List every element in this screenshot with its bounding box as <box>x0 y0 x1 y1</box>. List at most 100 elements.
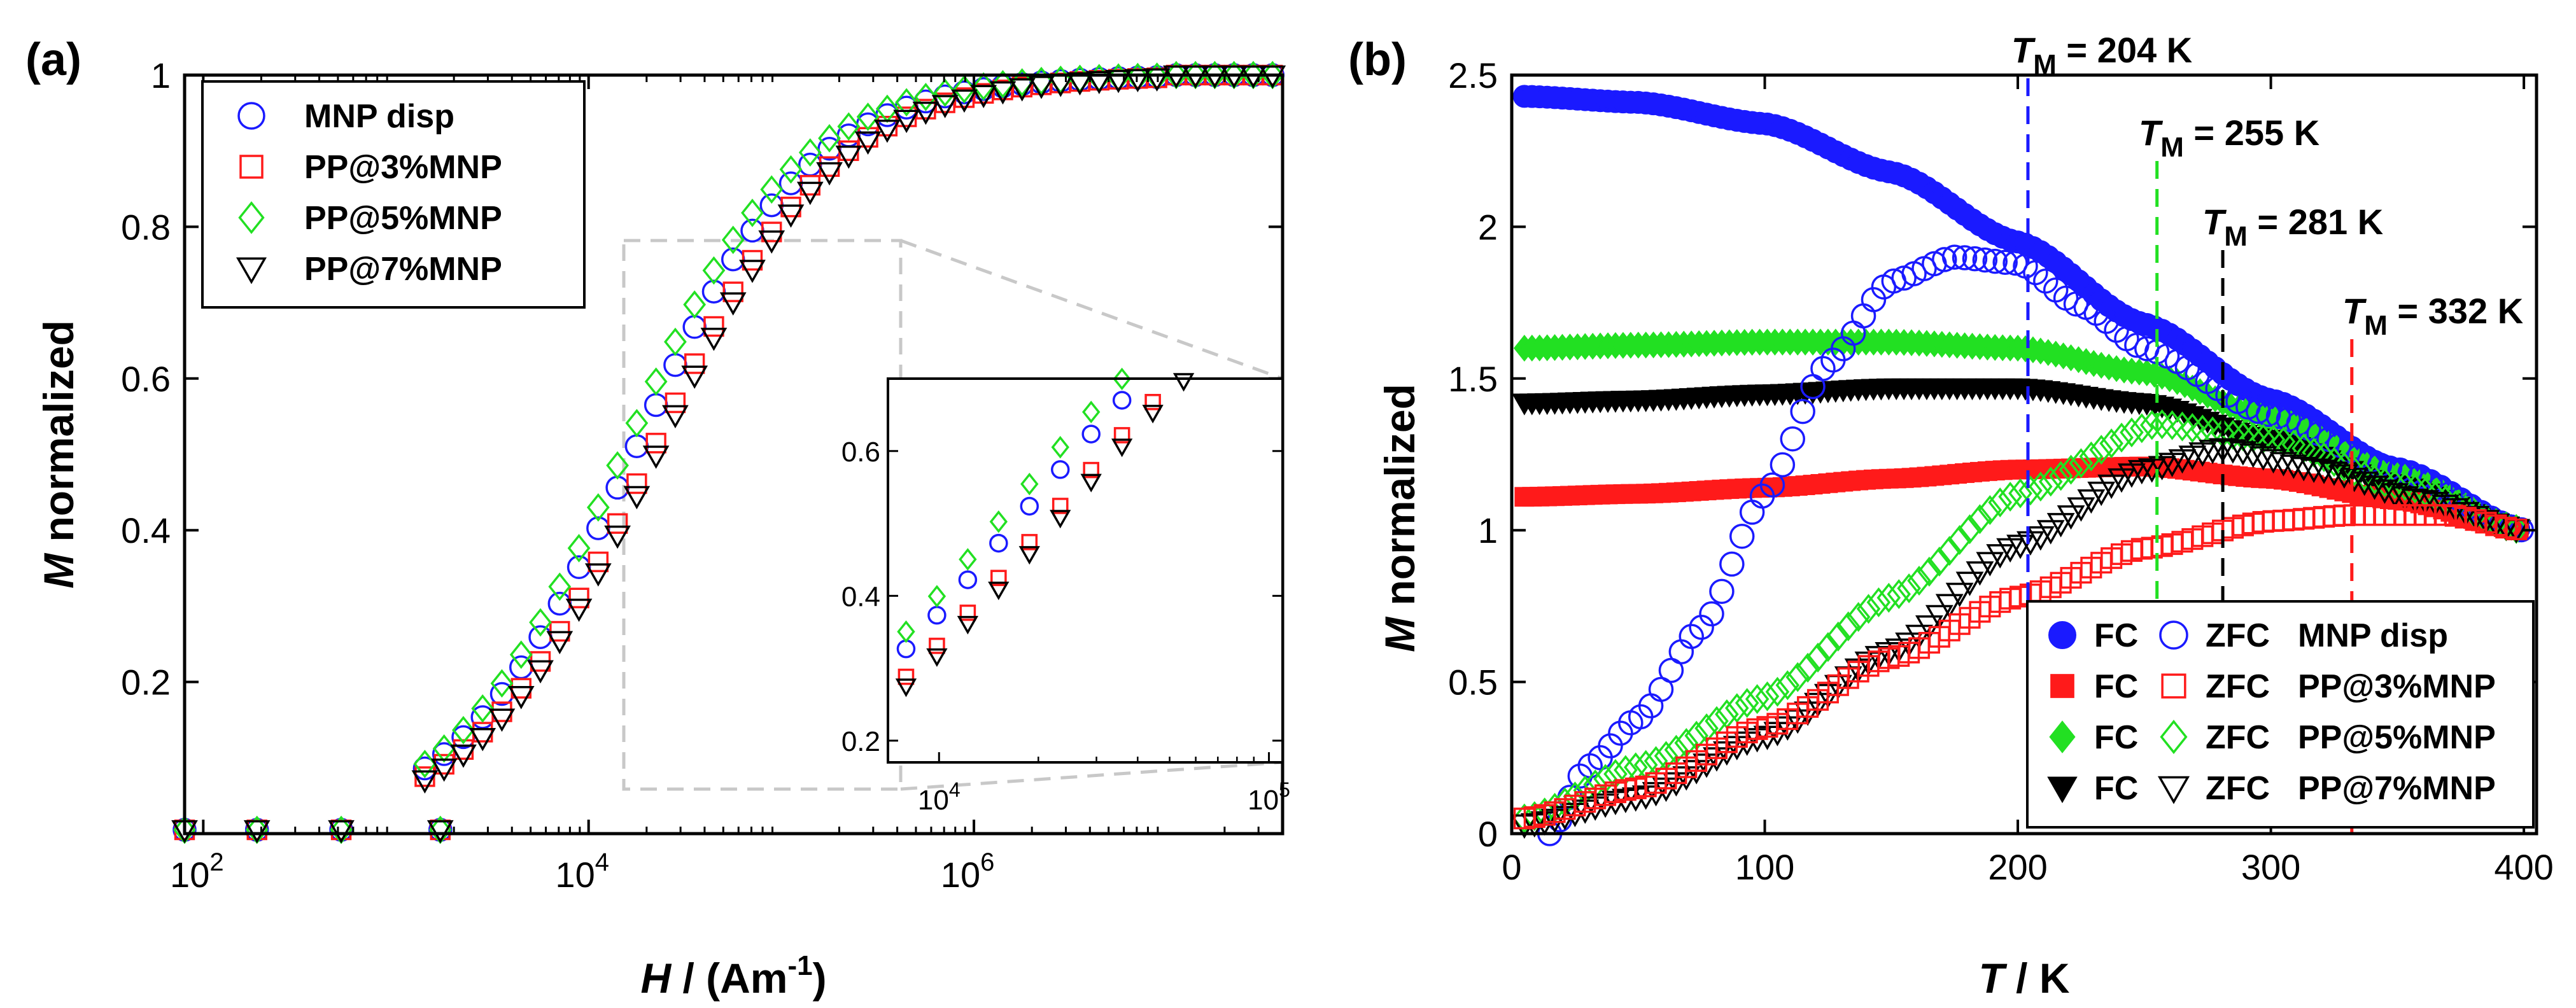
diamond-zfc-point <box>1998 481 2022 512</box>
triangle-down-data-point <box>970 85 997 108</box>
x-axis-label: H / (Am-1) <box>640 950 826 1002</box>
diamond-data-point <box>529 608 552 637</box>
triangle-down-data-point <box>488 708 516 732</box>
circle-zfc-point <box>1941 244 1967 270</box>
diamond-zfc-point <box>2180 412 2205 443</box>
diamond-inset-point <box>959 548 977 571</box>
triangle-down-legend-icon <box>236 257 267 284</box>
diamond-data-point <box>837 112 861 141</box>
diamond-zfc-point <box>1806 642 1830 673</box>
diamond-zfc-point <box>1927 546 1952 577</box>
diamond-zfc-legend-icon <box>2160 720 2188 754</box>
square-inset-point <box>990 570 1007 587</box>
diamond-zfc-point <box>2079 441 2104 472</box>
inset-x-tick-label: 104 <box>918 778 961 816</box>
square-data-point <box>626 473 647 494</box>
triangle-down-data-point <box>912 101 940 125</box>
circle-zfc-point <box>1850 303 1876 329</box>
triangle-down-zfc-point <box>2441 498 2470 523</box>
x-tick-label: 300 <box>2241 847 2300 887</box>
triangle-down-zfc-point <box>2391 486 2419 511</box>
legend-b: FC ZFC MNP disp FC ZFC PP@3%MNP FC ZFC PP@5%MNP F… <box>2026 600 2535 829</box>
triangle-down-zfc-point <box>2279 454 2308 479</box>
diamond-data-point <box>798 138 822 167</box>
diamond-zfc-point <box>1907 566 1931 596</box>
triangle-down-zfc-point <box>2269 452 2298 477</box>
triangle-down-data-point <box>835 145 862 169</box>
series-3 <box>171 65 1286 844</box>
circle-zfc-point <box>2255 402 2281 427</box>
diamond-inset-point <box>1051 436 1069 459</box>
circle-data-point <box>644 393 668 417</box>
diamond-data-point <box>509 640 533 669</box>
legend-sample-label: PP@5%MNP <box>2298 719 2496 756</box>
diamond-zfc-point <box>2372 467 2397 498</box>
triangle-down-zfc-point <box>2249 446 2277 471</box>
triangle-down-data-point <box>989 81 1017 105</box>
legend-sample-label: MNP disp <box>2298 617 2448 654</box>
diamond-zfc-point <box>1988 487 2013 518</box>
diamond-zfc-point <box>1978 495 2002 526</box>
diamond-data-point <box>1010 68 1034 97</box>
triangle-down-data-point <box>1124 69 1151 93</box>
triangle-down-zfc-legend-icon <box>2157 776 2190 804</box>
triangle-down-data-point <box>1085 71 1113 95</box>
circle-inset-point <box>1112 391 1132 410</box>
legend-sample-label: PP@3%MNP <box>2298 668 2496 705</box>
diamond-inset-point <box>1082 400 1101 424</box>
diamond-inset-point <box>927 585 947 608</box>
triangle-down-inset-point <box>1111 438 1133 458</box>
diamond-data-point <box>779 155 803 184</box>
diamond-zfc-point <box>2130 413 2154 444</box>
x-tick-label: 106 <box>941 848 995 895</box>
diamond-data-point <box>625 409 649 438</box>
triangle-down-data-point <box>430 759 458 782</box>
diamond-data-point <box>432 734 456 763</box>
triangle-down-data-point <box>411 770 439 794</box>
triangle-down-data-point <box>527 660 554 683</box>
triangle-down-data-point <box>854 131 882 155</box>
triangle-down-zfc-point <box>1885 638 1913 663</box>
diamond-zfc-point <box>1876 582 1901 613</box>
triangle-down-data-point <box>604 525 631 549</box>
legend-a: MNP disp PP@3%MNP PP@5%MNP PP@7%MNP <box>201 80 586 309</box>
y-tick-label: 1 <box>1478 510 1498 550</box>
triangle-down-data-point <box>584 563 612 587</box>
square-legend-icon <box>239 155 264 179</box>
diamond-zfc-point <box>1796 652 1820 683</box>
tm-annotation: TM = 332 K <box>2342 291 2523 341</box>
diamond-zfc-point <box>1846 602 1871 633</box>
diamond-zfc-point <box>2362 464 2387 494</box>
triangle-down-inset-point <box>1142 405 1164 424</box>
square-inset-point <box>897 668 915 685</box>
y-axis-label: M normalized <box>35 320 82 589</box>
x-axis-label: T / K <box>1978 955 2069 1002</box>
zfc-series-1 <box>1513 504 2528 830</box>
diamond-data-point <box>567 534 591 563</box>
square-fc-legend-icon <box>2050 674 2074 698</box>
square-inset-point <box>1144 393 1161 410</box>
y-tick-label: 2.5 <box>1448 55 1498 95</box>
circle-zfc-point <box>1780 426 1806 452</box>
triangle-down-zfc-point <box>2411 490 2440 515</box>
zoom-guide-top <box>900 239 1283 381</box>
triangle-down-data-point <box>816 162 843 186</box>
circle-data-point <box>682 315 707 339</box>
triangle-down-data-point <box>426 820 454 844</box>
inset-y-tick-label: 0.6 <box>841 437 880 468</box>
triangle-down-data-point <box>546 631 574 655</box>
diamond-data-point <box>452 715 475 745</box>
triangle-down-zfc-point <box>1945 582 1974 608</box>
triangle-down-data-point <box>931 95 959 118</box>
diamond-zfc-point <box>2059 454 2083 485</box>
square-data-point <box>568 587 589 608</box>
inset-y-tick-label: 0.2 <box>841 726 880 757</box>
inset-chart: 0.2 0.4 0.6 104 105 <box>841 367 1290 816</box>
triangle-down-data-point <box>681 365 708 389</box>
triangle-down-inset-point <box>1080 473 1102 493</box>
circle-zfc-point <box>1770 452 1796 478</box>
triangle-down-data-point <box>450 745 477 768</box>
x-tick-label: 104 <box>555 848 609 895</box>
triangle-down-data-point <box>1028 76 1055 99</box>
